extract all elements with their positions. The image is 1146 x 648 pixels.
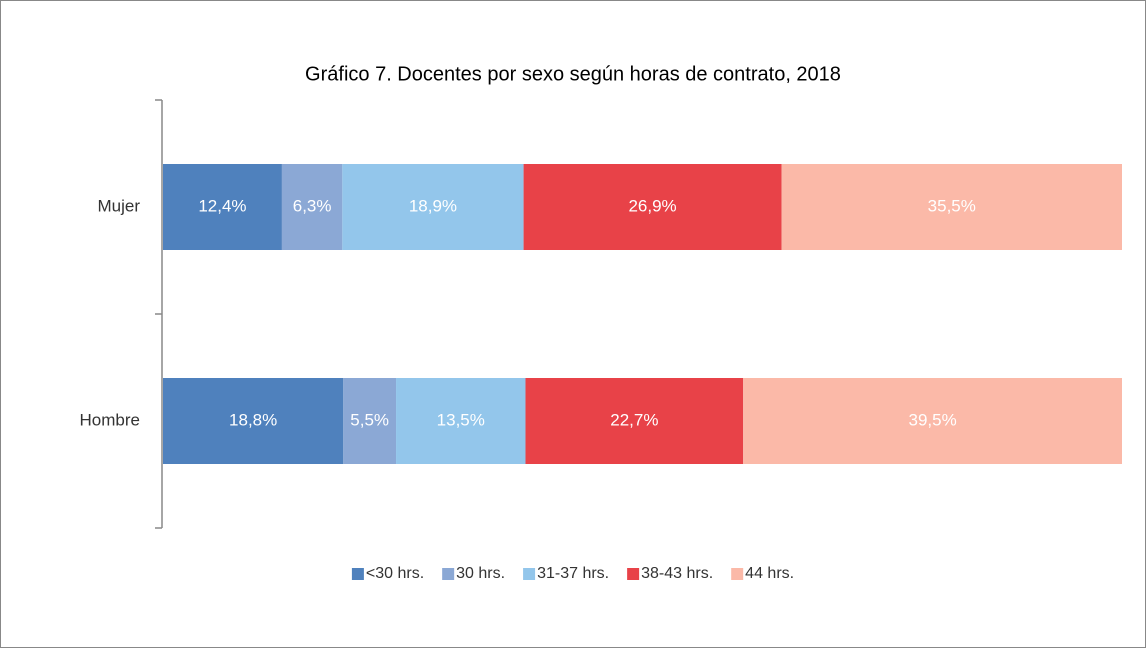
- category-label: Mujer: [97, 196, 140, 215]
- bar-segment: [281, 164, 343, 250]
- category-label: Hombre: [80, 410, 140, 429]
- value-label: 6,3%: [293, 196, 332, 215]
- legend-label: <30 hrs.: [366, 565, 424, 582]
- legend-swatch: [731, 568, 744, 580]
- legend-swatch: [627, 568, 640, 580]
- bar-segment: [396, 378, 526, 464]
- legend-swatch: [442, 568, 455, 580]
- value-label: 13,5%: [437, 410, 485, 429]
- bar-segment: [163, 378, 344, 464]
- bar-segment: [743, 378, 1122, 464]
- bar-segment: [343, 378, 397, 464]
- bar-segment: [523, 164, 782, 250]
- legend-label: 30 hrs.: [456, 565, 505, 582]
- legend-label: 38-43 hrs.: [641, 565, 713, 582]
- bar-segment: [163, 164, 282, 250]
- value-label: 12,4%: [198, 196, 246, 215]
- legend-swatch: [351, 568, 364, 580]
- value-label: 18,9%: [409, 196, 457, 215]
- bar-segment: [525, 378, 744, 464]
- value-label: 18,8%: [229, 410, 277, 429]
- value-label: 26,9%: [628, 196, 676, 215]
- value-label: 39,5%: [908, 410, 956, 429]
- value-label: 22,7%: [610, 410, 658, 429]
- value-label: 35,5%: [928, 196, 976, 215]
- legend-swatch: [523, 568, 536, 580]
- chart-title: Gráfico 7. Docentes por sexo según horas…: [305, 63, 841, 85]
- bar-segment: [781, 164, 1122, 250]
- legend-label: 31-37 hrs.: [537, 565, 609, 582]
- bar-segment: [342, 164, 524, 250]
- legend-label: 44 hrs.: [745, 565, 794, 582]
- value-label: 5,5%: [350, 410, 389, 429]
